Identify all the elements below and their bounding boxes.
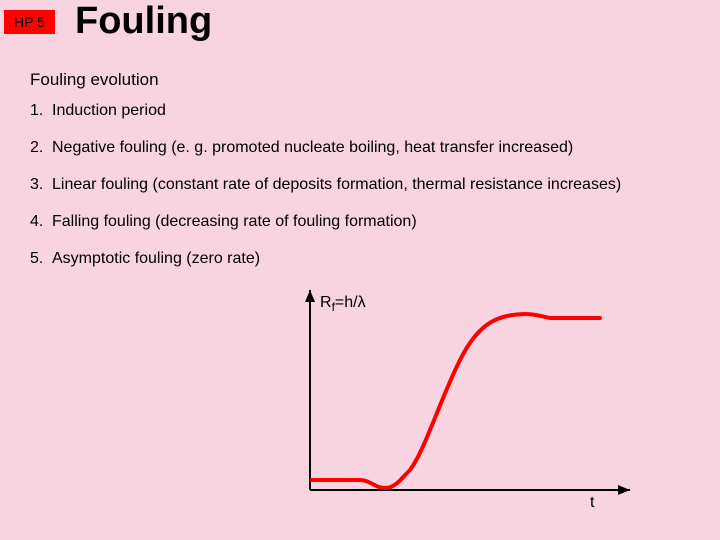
- list-item: 4. Falling fouling (decreasing rate of f…: [30, 213, 621, 231]
- slide-badge: HP 5: [4, 10, 55, 34]
- fouling-evolution-chart: [270, 290, 640, 520]
- list-text: Asymptotic fouling (zero rate): [52, 250, 260, 268]
- list-text: Linear fouling (constant rate of deposit…: [52, 176, 621, 194]
- list-item: 1. Induction period: [30, 102, 621, 120]
- list-text: Negative fouling (e. g. promoted nucleat…: [52, 139, 573, 157]
- slide-subtitle: Fouling evolution: [30, 70, 159, 90]
- list-item: 5. Asymptotic fouling (zero rate): [30, 250, 621, 268]
- list-item: 3. Linear fouling (constant rate of depo…: [30, 176, 621, 194]
- fouling-stages-list: 1. Induction period 2. Negative fouling …: [30, 102, 621, 287]
- slide-title: Fouling: [75, 0, 212, 43]
- y-axis-arrow-icon: [305, 290, 315, 302]
- list-number: 3.: [30, 176, 52, 194]
- chart-svg: [270, 290, 640, 520]
- x-axis-arrow-icon: [618, 485, 630, 495]
- fouling-curve: [312, 314, 600, 488]
- list-number: 1.: [30, 102, 52, 120]
- list-item: 2. Negative fouling (e. g. promoted nucl…: [30, 139, 621, 157]
- list-text: Falling fouling (decreasing rate of foul…: [52, 213, 417, 231]
- list-number: 4.: [30, 213, 52, 231]
- list-number: 2.: [30, 139, 52, 157]
- list-text: Induction period: [52, 102, 166, 120]
- list-number: 5.: [30, 250, 52, 268]
